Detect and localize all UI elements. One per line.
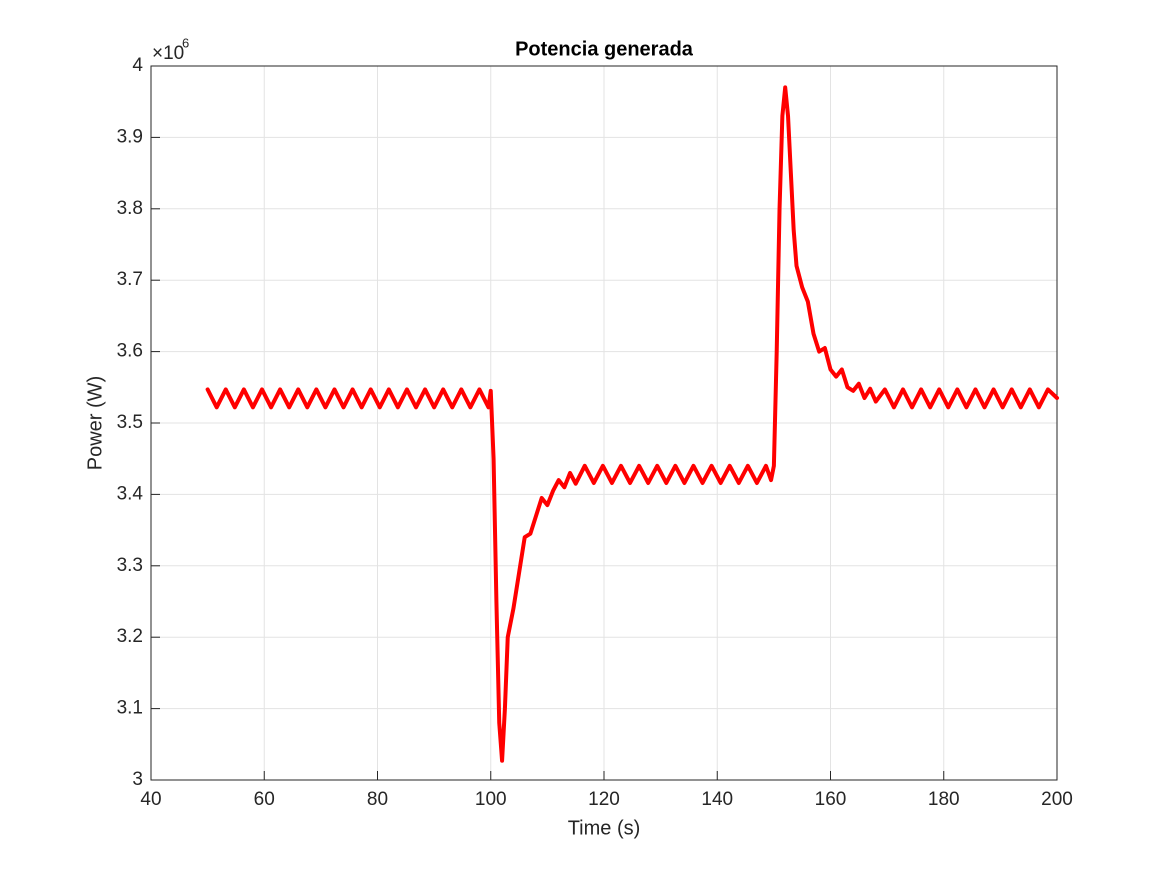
y-tick-label: 3 [132, 769, 143, 790]
x-tick-label: 80 [367, 789, 388, 810]
y-tick-label: 3.9 [117, 126, 143, 147]
y-tick-label: 3.3 [117, 555, 143, 576]
y-tick-label: 4 [132, 55, 143, 76]
x-tick-label: 160 [815, 789, 847, 810]
data-line [205, 85, 1059, 763]
axes-box [150, 65, 1058, 781]
y-multiplier: ×10 [152, 43, 184, 64]
y-axis-label: Power (W) [84, 376, 106, 470]
y-tick-label: 3.1 [117, 698, 143, 719]
x-tick-label: 200 [1041, 789, 1073, 810]
y-multiplier-exponent: 6 [182, 35, 189, 50]
y-tick-label: 3.4 [117, 483, 144, 504]
x-tick-label: 120 [588, 789, 620, 810]
x-tick-label: 140 [701, 789, 733, 810]
y-tick-label: 3.2 [117, 626, 143, 647]
x-tick-label: 40 [140, 789, 161, 810]
x-tick-label: 180 [928, 789, 960, 810]
x-tick-label: 60 [254, 789, 275, 810]
chart-title: Potencia generada [515, 38, 694, 60]
y-tick-label: 3.6 [117, 341, 143, 362]
y-tick-label: 3.8 [117, 198, 143, 219]
y-tick-label: 3.5 [117, 412, 143, 433]
x-tick-label: 100 [475, 789, 507, 810]
y-tick-label: 3.7 [117, 269, 143, 290]
x-axis-label: Time (s) [568, 817, 641, 839]
